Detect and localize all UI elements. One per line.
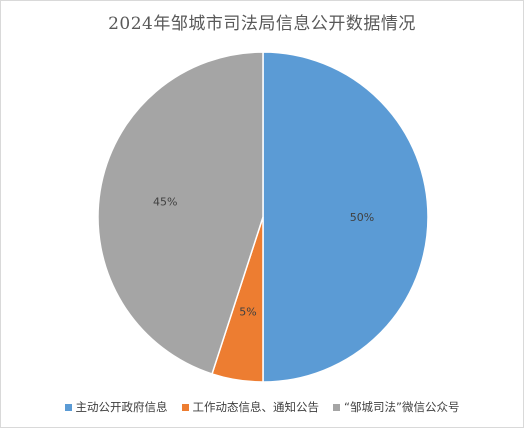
legend-item-work-news: 工作动态信息、通知公告 xyxy=(181,399,320,415)
legend-swatch xyxy=(64,403,72,411)
chart-title: 2024年邹城市司法局信息公开数据情况 xyxy=(108,14,416,34)
legend-label: 主动公开政府信息 xyxy=(75,400,168,414)
data-label-work-news: 5% xyxy=(239,306,256,319)
legend-label: 工作动态信息、通知公告 xyxy=(192,400,320,414)
legend-item-active-disclosure: 主动公开政府信息 xyxy=(64,399,168,415)
pie-slice-wechat-account xyxy=(97,51,264,375)
pie-slice-active-disclosure xyxy=(262,51,429,383)
legend-swatch xyxy=(181,403,189,411)
legend-label: “邹城司法”微信公众号 xyxy=(344,400,460,414)
legend-swatch xyxy=(333,403,341,411)
data-label-wechat-account: 45% xyxy=(153,196,177,209)
legend-item-wechat-account: “邹城司法”微信公众号 xyxy=(333,399,459,415)
chart-legend: 主动公开政府信息 工作动态信息、通知公告 “邹城司法”微信公众号 xyxy=(1,399,523,415)
data-label-active-disclosure: 50% xyxy=(350,211,374,224)
